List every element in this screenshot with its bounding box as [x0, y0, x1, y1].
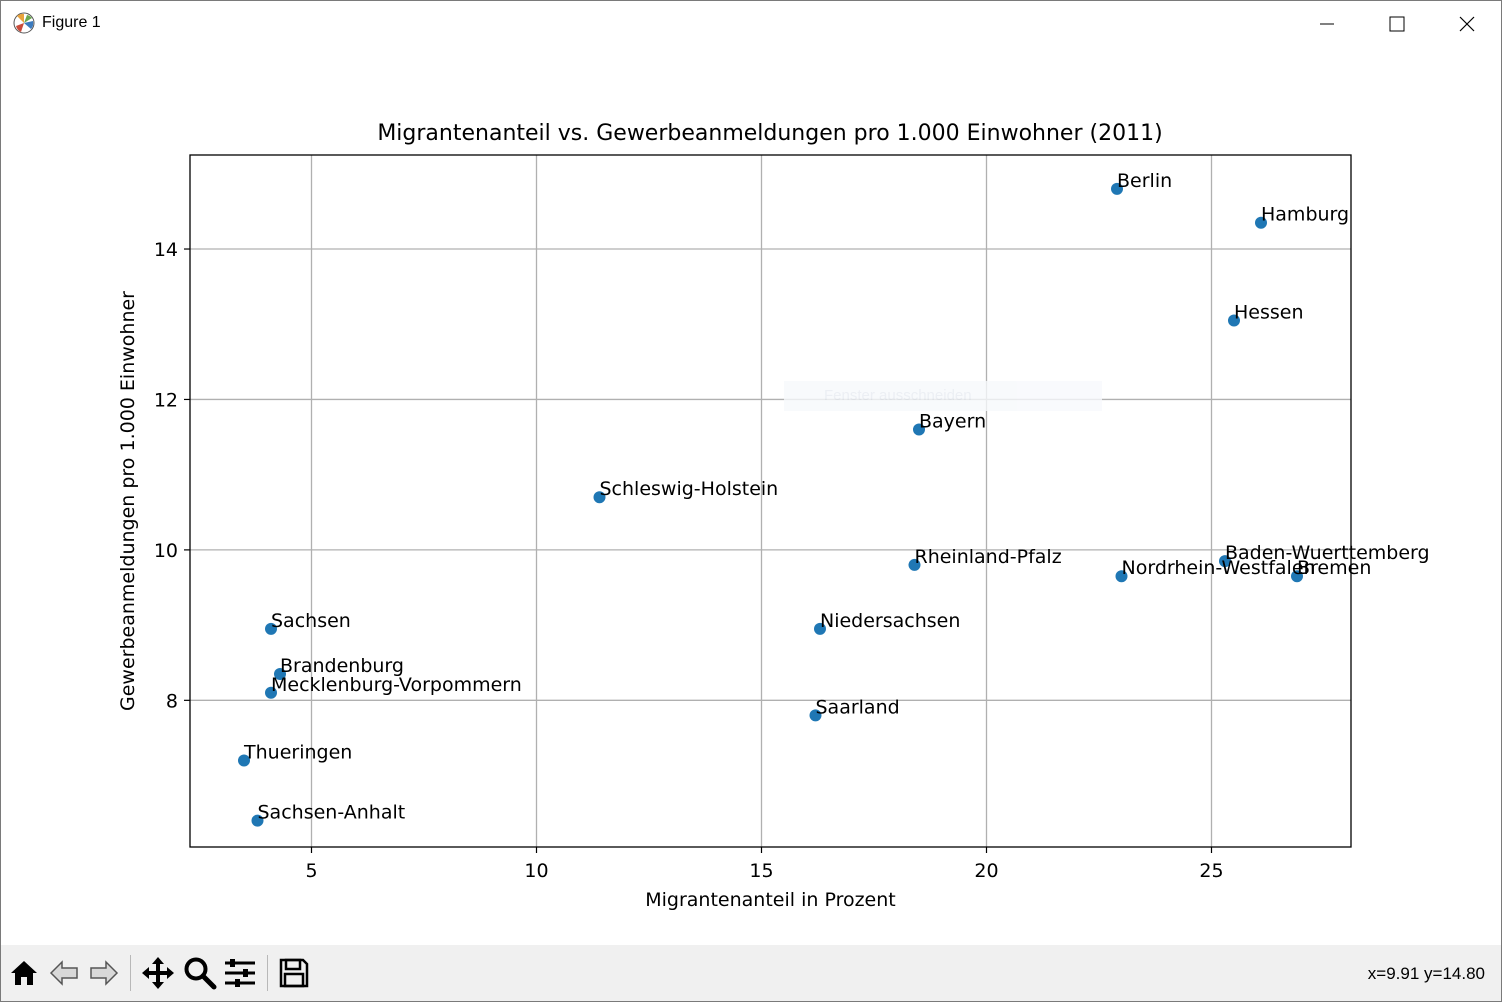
scatter-point	[1291, 570, 1303, 583]
pan-icon	[142, 957, 174, 989]
forward-button[interactable]	[85, 953, 123, 993]
point-label: Mecklenburg-Vorpommern	[271, 674, 522, 696]
save-icon	[279, 958, 309, 988]
point-label: Brandenburg	[280, 655, 404, 677]
x-tick-label: 10	[524, 860, 548, 882]
x-tick-label: 20	[974, 860, 998, 882]
x-tick-label: 5	[305, 860, 317, 882]
chart-title: Migrantenanteil vs. Gewerbeanmeldungen p…	[377, 121, 1162, 146]
title-bar: Figure 1	[1, 1, 1501, 47]
scatter-point	[809, 709, 822, 722]
x-tick-label: 25	[1199, 860, 1223, 882]
point-label: Nordrhein-Westfalen	[1122, 557, 1316, 579]
snip-tooltip-overlay: Fenster ausschneiden	[784, 381, 1102, 411]
axes-frame	[189, 154, 1352, 848]
pan-button[interactable]	[139, 953, 177, 993]
toolbar-separator	[130, 955, 131, 991]
y-tick-label: 12	[154, 389, 178, 411]
y-tick-label: 8	[166, 690, 178, 712]
y-axis-label: Gewerbeanmeldungen pro 1.000 Einwohner	[117, 291, 139, 711]
scatter-point	[1115, 570, 1128, 583]
home-button[interactable]	[5, 953, 43, 993]
navigation-toolbar: x=9.91 y=14.80	[1, 945, 1501, 1001]
minimize-button[interactable]	[1292, 1, 1362, 47]
scatter-point	[908, 558, 921, 571]
maximize-icon	[1389, 16, 1405, 32]
scatter-point	[238, 754, 250, 767]
toolbar-separator	[267, 955, 268, 991]
x-axis-label: Migrantenanteil in Prozent	[645, 889, 896, 911]
close-icon	[1459, 16, 1475, 32]
scatter-point	[1228, 314, 1240, 327]
matplotlib-icon	[13, 12, 35, 34]
scatter-point	[274, 668, 286, 680]
point-label: Bayern	[919, 411, 986, 433]
zoom-icon	[184, 957, 217, 990]
minimize-icon	[1320, 23, 1334, 25]
point-label: Sachsen	[271, 610, 351, 632]
scatter-point	[265, 686, 277, 699]
point-label: Berlin	[1117, 170, 1172, 192]
close-button[interactable]	[1432, 1, 1501, 47]
snip-tooltip-text: Fenster ausschneiden	[824, 387, 972, 404]
point-label: Rheinland-Pfalz	[915, 546, 1062, 568]
window-title: Figure 1	[42, 14, 101, 31]
point-label: Saarland	[816, 696, 900, 718]
figure-canvas[interactable]: Migrantenanteil vs. Gewerbeanmeldungen p…	[1, 47, 1501, 945]
forward-icon	[90, 960, 119, 986]
point-label: Baden-Wuerttemberg	[1225, 542, 1430, 564]
scatter-point	[814, 622, 826, 635]
configure-subplots-icon	[225, 959, 255, 987]
back-icon	[49, 960, 78, 986]
zoom-button[interactable]	[181, 953, 219, 993]
point-label: Niedersachsen	[820, 610, 960, 632]
scatter-point	[1111, 182, 1123, 195]
scatter-chart: Migrantenanteil vs. Gewerbeanmeldungen p…	[117, 121, 1430, 911]
point-label: Schleswig-Holstein	[600, 478, 779, 500]
configure-subplots-button[interactable]	[221, 953, 259, 993]
scatter-point	[265, 622, 277, 635]
point-label: Bremen	[1297, 557, 1371, 579]
scatter-point	[913, 423, 925, 436]
point-label: Thueringen	[243, 742, 352, 764]
point-label: Sachsen-Anhalt	[258, 802, 406, 824]
cursor-coordinates: x=9.91 y=14.80	[1367, 964, 1485, 983]
maximize-button[interactable]	[1362, 1, 1432, 47]
scatter-point	[593, 491, 606, 504]
back-button[interactable]	[45, 953, 83, 993]
scatter-point	[1219, 555, 1231, 568]
scatter-point	[1255, 216, 1267, 229]
x-tick-label: 15	[749, 860, 773, 882]
point-label: Hamburg	[1261, 204, 1349, 226]
point-label: Hessen	[1234, 301, 1304, 323]
home-icon	[11, 961, 37, 985]
scatter-point	[251, 814, 264, 827]
save-button[interactable]	[275, 953, 313, 993]
y-tick-label: 10	[154, 540, 178, 562]
y-tick-label: 14	[154, 239, 178, 261]
